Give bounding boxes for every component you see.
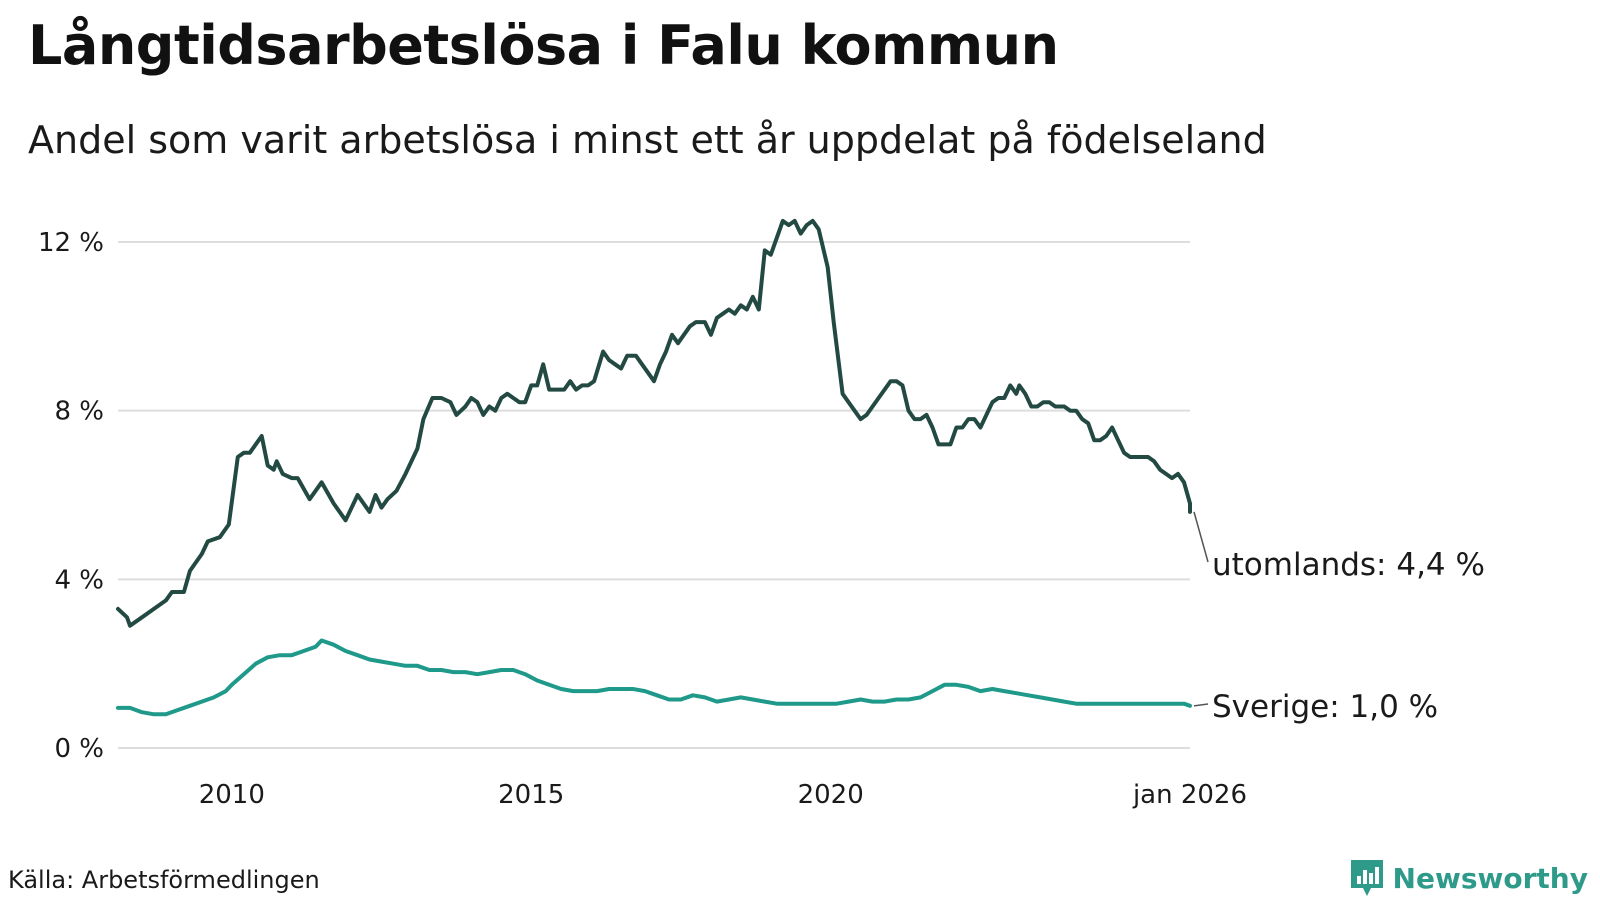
chart-title: Långtidsarbetslösa i Falu kommun: [28, 14, 1059, 77]
brand-name: Newsworthy: [1392, 861, 1588, 895]
line-chart: 0 % 4 % 8 % 12 % 2010 2015 2020 jan 2026 utoml…: [38, 218, 1485, 810]
x-tick-label: 2010: [199, 780, 265, 810]
end-label-utomlands: utomlands: 4,4 %: [1212, 547, 1485, 583]
y-tick-label: 4 %: [54, 565, 104, 595]
end-label-sverige: Sverige: 1,0 %: [1212, 689, 1438, 725]
y-tick-label: 0 %: [54, 734, 104, 764]
x-tick-label: 2015: [498, 780, 564, 810]
end-labels: utomlands: 4,4 % Sverige: 1,0 %: [1193, 511, 1485, 725]
x-tick-label: jan 2026: [1132, 780, 1247, 810]
x-tick-label: 2020: [798, 780, 864, 810]
end-label-connector: [1193, 703, 1209, 707]
source-note: Källa: Arbetsförmedlingen: [8, 866, 320, 894]
y-tick-label: 8 %: [54, 397, 104, 427]
y-axis-ticks: 0 % 4 % 8 % 12 %: [38, 228, 104, 764]
end-label-connector: [1193, 511, 1209, 563]
series-lines: [116, 218, 1192, 717]
x-axis-ticks: 2010 2015 2020 jan 2026: [199, 780, 1247, 810]
y-tick-label: 12 %: [38, 228, 104, 258]
newsworthy-logo-icon: [1350, 860, 1383, 896]
chart-subtitle: Andel som varit arbetslösa i minst ett å…: [28, 118, 1267, 162]
series-line-sverige: [116, 638, 1192, 717]
brand-logo: Newsworthy: [1349, 858, 1588, 898]
grid-lines: [118, 241, 1190, 749]
series-line-utomlands: [116, 218, 1192, 628]
